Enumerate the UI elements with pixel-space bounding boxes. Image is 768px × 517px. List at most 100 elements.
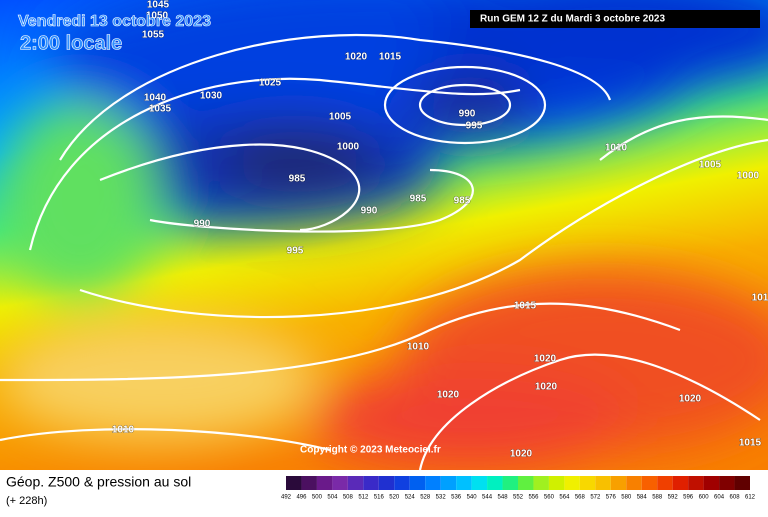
- isobar-label: 985: [289, 174, 306, 185]
- colorbar-swatch: [332, 476, 348, 490]
- isobar-label: 1035: [149, 104, 172, 115]
- colorbar-tick: 564: [559, 495, 570, 501]
- isobar-label: 1020: [437, 390, 460, 401]
- colorbar-swatch: [579, 476, 596, 490]
- run-banner: [470, 10, 760, 28]
- colorbar-tick: 544: [482, 495, 493, 501]
- colorbar: 492 496 500 504 508 512 516 520 524 528 532 536 540 5…: [281, 476, 756, 501]
- colorbar-swatch: [595, 476, 611, 490]
- colorbar-tick: 552: [513, 495, 524, 501]
- colorbar-swatch: [471, 476, 488, 490]
- colorbar-tick: 508: [343, 495, 354, 501]
- colorbar-tick: 492: [281, 495, 292, 501]
- colorbar-tick: 540: [467, 495, 478, 501]
- isobar-label: 1030: [200, 91, 223, 102]
- colorbar-tick: 516: [374, 495, 385, 501]
- date: Vendredi 13 octobre 2023: [18, 13, 211, 30]
- time: 2:00 locale: [20, 32, 122, 54]
- isobar-label: 1050: [146, 11, 169, 22]
- legend-title: Géop. Z500 & pression au sol: [6, 474, 191, 490]
- colorbar-swatch: [610, 476, 627, 490]
- colorbar-swatch: [672, 476, 689, 490]
- colorbar-swatch: [533, 476, 549, 490]
- isobar-label: 1010: [407, 342, 430, 353]
- colorbar-tick: 576: [606, 495, 617, 501]
- isobar-label: 995: [287, 246, 304, 257]
- colorbar-swatch: [703, 476, 720, 490]
- isobar-label: 1015: [379, 52, 402, 63]
- isobar-label: 1005: [329, 112, 352, 123]
- isobar-label: 101: [752, 293, 768, 304]
- isobar-label: 1045: [147, 0, 170, 11]
- colorbar-swatch: [456, 476, 472, 490]
- colorbar-swatch: [734, 476, 750, 490]
- isobar-label: 985: [410, 194, 427, 205]
- isobar-label: 1015: [739, 438, 762, 449]
- colorbar-tick: 524: [405, 495, 416, 501]
- colorbar-swatch: [440, 476, 457, 490]
- colorbar-swatch: [518, 476, 534, 490]
- isobar-label: 1010: [605, 143, 628, 154]
- colorbar-tick: 604: [714, 495, 725, 501]
- colorbar-swatch: [286, 476, 302, 490]
- run: Run GEM 12 Z du Mardi 3 octobre 2023: [480, 14, 665, 25]
- colorbar-swatch: [719, 476, 735, 490]
- colorbar-swatch: [657, 476, 673, 490]
- colorbar-swatch: [487, 476, 503, 490]
- colorbar-tick: 596: [683, 495, 694, 501]
- isobar-label: 1005: [699, 160, 722, 171]
- isobar-label: 1040: [144, 93, 167, 104]
- colorbar-tick: 532: [436, 495, 447, 501]
- colorbar-tick: 580: [621, 495, 632, 501]
- isobar-label: 990: [459, 109, 476, 120]
- colorbar-swatch: [425, 476, 441, 490]
- colorbar-swatch: [409, 476, 426, 490]
- isobar-label: 1025: [259, 78, 282, 89]
- colorbar-swatch: [688, 476, 704, 490]
- colorbar-swatch: [316, 476, 333, 490]
- colorbar-swatch: [301, 476, 317, 490]
- colorbar-swatch: [347, 476, 364, 490]
- isobar-label: 1000: [337, 142, 360, 153]
- isobar-label: 1010: [112, 425, 135, 436]
- field: [0, 0, 768, 470]
- colorbar-swatch: [548, 476, 565, 490]
- isobar-label: 1020: [535, 382, 558, 393]
- isobar-label: 1020: [345, 52, 368, 63]
- isobar-label: 990: [361, 206, 378, 217]
- colorbar-tick: 568: [575, 495, 586, 501]
- colorbar-tick: 520: [389, 495, 400, 501]
- colorbar-tick: 548: [498, 495, 509, 501]
- colorbar-tick: 560: [544, 495, 555, 501]
- colorbar-tick: 588: [652, 495, 663, 501]
- copyright: Copyright © 2023 Meteociel.fr: [300, 445, 441, 456]
- legend-lead: (+ 228h): [6, 495, 47, 507]
- colorbar-tick: 608: [730, 495, 741, 501]
- colorbar-tick: 528: [420, 495, 431, 501]
- colorbar-tick: 496: [296, 495, 307, 501]
- colorbar-tick: 504: [327, 495, 338, 501]
- isobars: [0, 34, 768, 470]
- isobar-label: 1000: [737, 171, 760, 182]
- colorbar-swatch: [641, 476, 658, 490]
- colorbar-swatch: [378, 476, 395, 490]
- isobar-label: 1020: [534, 354, 557, 365]
- colorbar-swatch: [564, 476, 580, 490]
- colorbar-tick: 500: [312, 495, 323, 501]
- colorbar-tick: 512: [358, 495, 369, 501]
- isobar-label: 1020: [679, 394, 702, 405]
- colorbar-swatch: [502, 476, 518, 490]
- isobar-label: 985: [454, 196, 471, 207]
- colorbar-swatch: [394, 476, 410, 490]
- colorbar-swatch: [363, 476, 379, 490]
- colorbar-swatch: [626, 476, 642, 490]
- colorbar-tick: 572: [590, 495, 601, 501]
- isobar-label: 995: [466, 121, 483, 132]
- colorbar-tick: 612: [745, 495, 756, 501]
- colorbar-tick: 600: [699, 495, 710, 501]
- colorbar-tick: 592: [668, 495, 679, 501]
- isobar-label: 1015: [514, 301, 537, 312]
- isobar-label: 1020: [510, 449, 533, 460]
